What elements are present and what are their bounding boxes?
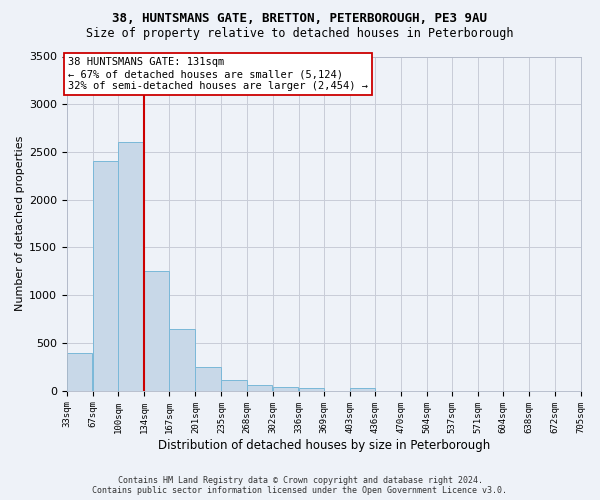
Bar xyxy=(144,272,169,390)
Bar xyxy=(118,142,143,390)
Bar xyxy=(350,388,375,390)
X-axis label: Distribution of detached houses by size in Peterborough: Distribution of detached houses by size … xyxy=(158,440,490,452)
Text: Size of property relative to detached houses in Peterborough: Size of property relative to detached ho… xyxy=(86,28,514,40)
Bar xyxy=(272,387,298,390)
Bar xyxy=(221,380,247,390)
Bar xyxy=(299,388,324,390)
Bar xyxy=(196,366,221,390)
Text: 38, HUNTSMANS GATE, BRETTON, PETERBOROUGH, PE3 9AU: 38, HUNTSMANS GATE, BRETTON, PETERBOROUG… xyxy=(113,12,487,26)
Bar xyxy=(169,330,194,390)
Y-axis label: Number of detached properties: Number of detached properties xyxy=(15,136,25,311)
Bar xyxy=(67,354,92,391)
Text: Contains HM Land Registry data © Crown copyright and database right 2024.
Contai: Contains HM Land Registry data © Crown c… xyxy=(92,476,508,495)
Bar xyxy=(93,162,118,390)
Bar xyxy=(247,385,272,390)
Text: 38 HUNTSMANS GATE: 131sqm
← 67% of detached houses are smaller (5,124)
32% of se: 38 HUNTSMANS GATE: 131sqm ← 67% of detac… xyxy=(68,58,368,90)
